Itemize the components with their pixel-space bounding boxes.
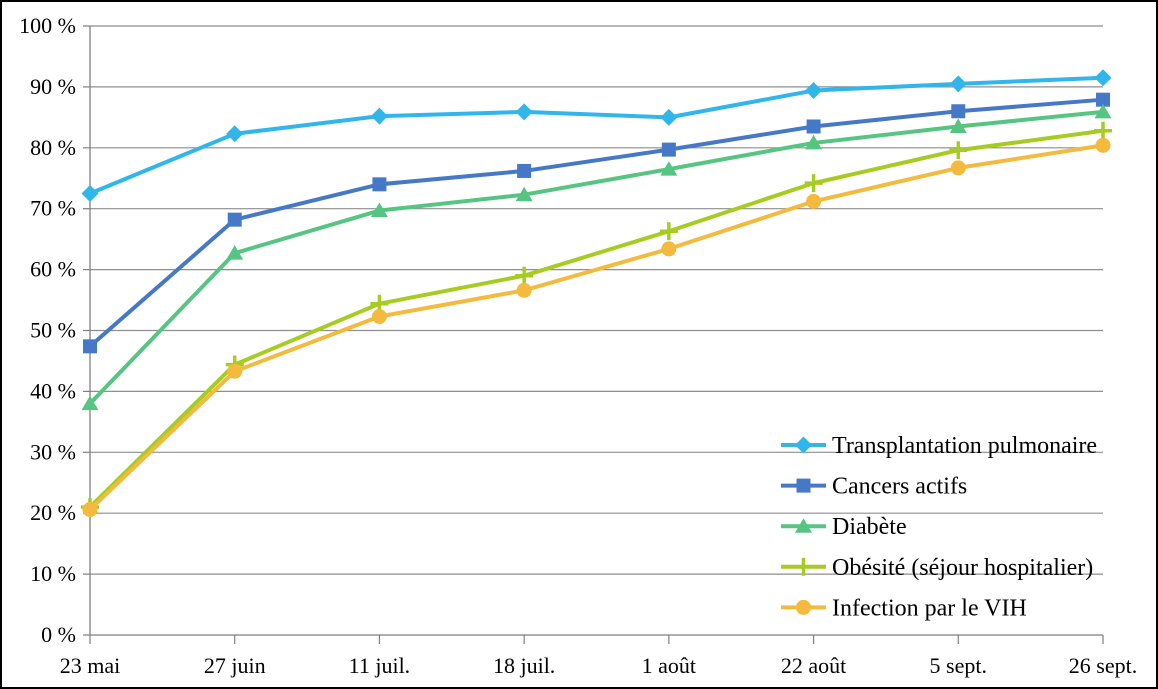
data-point-triangle xyxy=(795,518,812,533)
data-point-triangle xyxy=(370,202,388,218)
x-axis-label: 23 mai xyxy=(60,653,121,678)
series-line xyxy=(88,109,1105,406)
series-line xyxy=(88,97,1105,349)
data-point-triangle xyxy=(660,161,678,176)
data-point-triangle xyxy=(1094,103,1112,119)
y-axis-label: 40 % xyxy=(30,378,76,403)
y-axis-label: 10 % xyxy=(30,561,76,586)
data-point-diamond xyxy=(81,184,99,202)
legend-label: Infection par le VIH xyxy=(832,595,1027,621)
y-axis-label: 70 % xyxy=(30,196,76,221)
y-axis-label: 90 % xyxy=(30,74,76,99)
data-point-triangle xyxy=(226,245,244,260)
x-axis-labels: 23 mai 27 juin 11 juil. 18 juil. 1 août 22 ao… xyxy=(60,653,1137,678)
y-axis-label: 20 % xyxy=(30,500,76,525)
x-axis-label: 27 juin xyxy=(204,653,266,678)
data-point-square xyxy=(951,104,966,119)
y-axis-label: 0 % xyxy=(41,622,76,647)
data-point-diamond xyxy=(660,108,678,126)
legend-item: Transplantation pulmonaire xyxy=(781,433,1097,459)
y-axis-label: 30 % xyxy=(30,439,76,464)
data-point-diamond xyxy=(226,125,244,143)
legend-label: Obésité (séjour hospitalier) xyxy=(832,555,1093,581)
data-point-triangle xyxy=(81,395,99,411)
series-diamond xyxy=(81,69,1112,202)
series-circle xyxy=(82,137,1111,518)
y-axis-label: 50 % xyxy=(30,318,76,343)
y-axis-label: 60 % xyxy=(30,257,76,282)
y-axis-label: 100 % xyxy=(19,13,76,38)
legend-label: Diabète xyxy=(832,514,907,540)
data-point-triangle xyxy=(949,118,967,133)
data-point-diamond xyxy=(805,82,823,100)
data-point-circle xyxy=(806,193,822,209)
data-point-circle xyxy=(82,502,98,518)
data-point-diamond xyxy=(949,75,967,93)
series-line xyxy=(88,128,1105,510)
x-axis-label: 18 juil. xyxy=(493,653,555,678)
data-point-circle xyxy=(1095,137,1111,153)
data-point-square xyxy=(806,119,821,134)
data-point-circle xyxy=(950,160,966,176)
x-axis-label: 1 août xyxy=(642,653,696,678)
legend-item: Obésité (séjour hospitalier) xyxy=(781,555,1093,581)
series-line xyxy=(88,143,1105,512)
data-point-circle xyxy=(371,308,387,324)
axis-ticks xyxy=(83,25,1104,644)
legend-item: Cancers actifs xyxy=(781,474,967,500)
x-axis-label: 26 sept. xyxy=(1069,653,1137,678)
data-point-triangle xyxy=(805,134,823,150)
legend-item: Diabète xyxy=(781,514,907,540)
y-axis-label: 80 % xyxy=(30,135,76,160)
legend: Transplantation pulmonaire Cancers actifs… xyxy=(781,433,1097,621)
legend-item: Infection par le VIH xyxy=(781,595,1027,621)
data-point-circle xyxy=(516,282,532,298)
data-point-square xyxy=(83,339,97,354)
legend-label: Cancers actifs xyxy=(832,474,967,500)
legend-label: Transplantation pulmonaire xyxy=(832,433,1097,459)
data-point-circle xyxy=(661,241,677,257)
data-point-triangle xyxy=(515,186,533,202)
data-point-diamond xyxy=(1094,69,1112,87)
data-point-square xyxy=(796,478,811,493)
data-point-square xyxy=(372,177,387,192)
series-square xyxy=(83,92,1110,354)
data-point-circle xyxy=(796,599,811,615)
x-axis-label: 5 sept. xyxy=(930,653,987,678)
x-axis-label: 11 juil. xyxy=(349,653,411,678)
data-point-diamond xyxy=(370,107,388,125)
series-triangle xyxy=(81,103,1112,411)
x-axis-label: 22 août xyxy=(781,653,846,678)
data-point-circle xyxy=(227,363,243,379)
series-line xyxy=(88,75,1105,196)
data-point-square xyxy=(227,212,242,227)
data-point-diamond xyxy=(795,436,812,454)
data-point-square xyxy=(661,142,676,157)
data-point-square xyxy=(1096,92,1110,107)
data-point-diamond xyxy=(515,103,533,121)
data-point-square xyxy=(517,163,532,178)
y-axis-labels: 0 % 10 % 20 % 30 % 40 % 50 % 60 % 70 % 80 % 90 % 1… xyxy=(19,13,76,647)
